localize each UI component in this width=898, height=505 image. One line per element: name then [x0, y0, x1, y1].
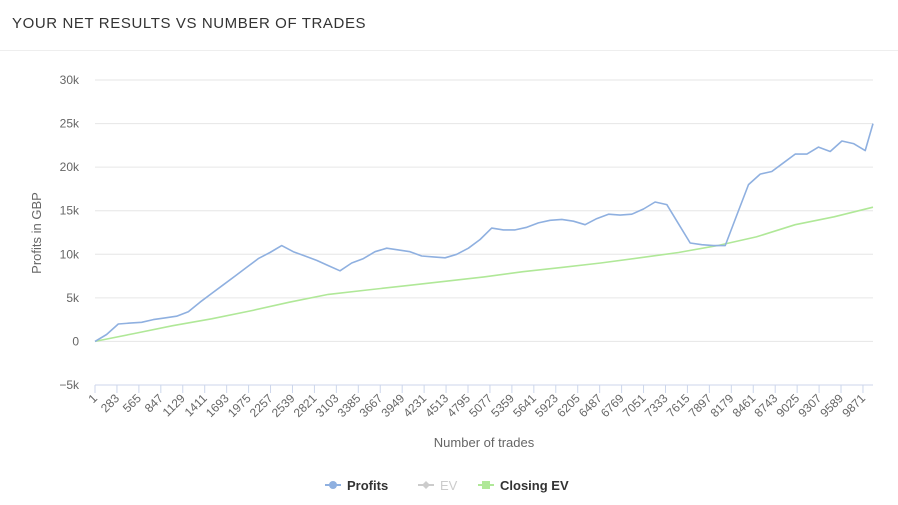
- y-tick-label: 15k: [60, 204, 80, 218]
- x-tick-label: 9589: [817, 391, 846, 420]
- y-axis-ticks: −5k 0 5k 10k 15k 20k 25k 30k: [59, 73, 80, 392]
- series-line-profits: [94, 123, 874, 343]
- x-tick-label: 1129: [160, 391, 188, 419]
- x-tick-label: 1975: [225, 391, 254, 420]
- x-tick-label: 565: [120, 391, 144, 415]
- legend-marker: [422, 481, 430, 489]
- y-tick-label: 0: [72, 334, 79, 348]
- x-axis-title: Number of trades: [434, 435, 535, 450]
- x-tick-label: 2539: [269, 391, 298, 420]
- x-tick-label: 9307: [795, 391, 824, 420]
- x-tick-label: 283: [98, 391, 122, 415]
- y-tick-label: 25k: [60, 117, 80, 131]
- y-tick-label: 10k: [60, 247, 80, 261]
- y-axis-title: Profits in GBP: [29, 192, 44, 274]
- x-tick-label: 6205: [554, 391, 583, 420]
- x-tick-label: 4795: [444, 391, 473, 420]
- legend-marker: [482, 481, 490, 489]
- y-tick-label: −5k: [59, 378, 80, 392]
- legend-label: EV: [440, 478, 458, 493]
- x-tick-label: 7615: [664, 391, 693, 420]
- x-tick-label: 1693: [203, 391, 232, 420]
- x-tick-label: 4231: [400, 391, 429, 420]
- x-tick-label: 6769: [598, 391, 627, 420]
- x-tick-label: 6487: [576, 391, 605, 420]
- x-tick-label: 3667: [357, 391, 386, 420]
- x-tick-label: 5077: [466, 391, 495, 420]
- x-tick-label: 3103: [313, 391, 342, 420]
- x-tick-label: 7333: [642, 391, 671, 420]
- x-tick-label: 5641: [510, 391, 539, 420]
- x-tick-label: 5359: [488, 391, 517, 420]
- x-tick-label: 2821: [291, 391, 320, 420]
- y-tick-label: 30k: [60, 73, 80, 87]
- x-tick-label: 3949: [379, 391, 408, 420]
- x-tick-label: 2257: [247, 391, 276, 420]
- x-tick-label: 7051: [620, 391, 649, 420]
- x-tick-label: 3385: [335, 391, 364, 420]
- legend-item-profits[interactable]: Profits: [325, 478, 388, 493]
- legend-label: Closing EV: [500, 478, 569, 493]
- x-axis: 1283565847112914111693197522572539282131…: [85, 384, 873, 420]
- x-tick-label: 7897: [686, 391, 715, 420]
- chart-legend: Profits EV Closing EV: [325, 478, 569, 493]
- legend-marker: [329, 481, 337, 489]
- chart-header: YOUR NET RESULTS VS NUMBER OF TRADES: [0, 0, 898, 51]
- y-tick-label: 20k: [60, 160, 80, 174]
- series-line-closing-ev: [94, 206, 874, 343]
- x-tick-label: 8461: [730, 391, 759, 420]
- x-tick-label: 1411: [182, 391, 210, 419]
- chart-title: YOUR NET RESULTS VS NUMBER OF TRADES: [12, 15, 367, 32]
- x-tick-label: 8743: [752, 391, 781, 420]
- legend-item-ev[interactable]: EV: [418, 478, 458, 493]
- grid-lines: [95, 79, 873, 386]
- y-tick-label: 5k: [66, 291, 80, 305]
- x-tick-label: 4513: [422, 391, 451, 420]
- legend-label: Profits: [347, 478, 388, 493]
- legend-item-closing-ev[interactable]: Closing EV: [478, 478, 569, 493]
- x-tick-label: 5923: [532, 391, 561, 420]
- x-tick-label: 8179: [708, 391, 737, 420]
- x-tick-label: 9871: [839, 391, 868, 420]
- series-layer: [94, 123, 874, 343]
- x-tick-label: 1: [85, 391, 100, 406]
- x-tick-label: 9025: [773, 391, 802, 420]
